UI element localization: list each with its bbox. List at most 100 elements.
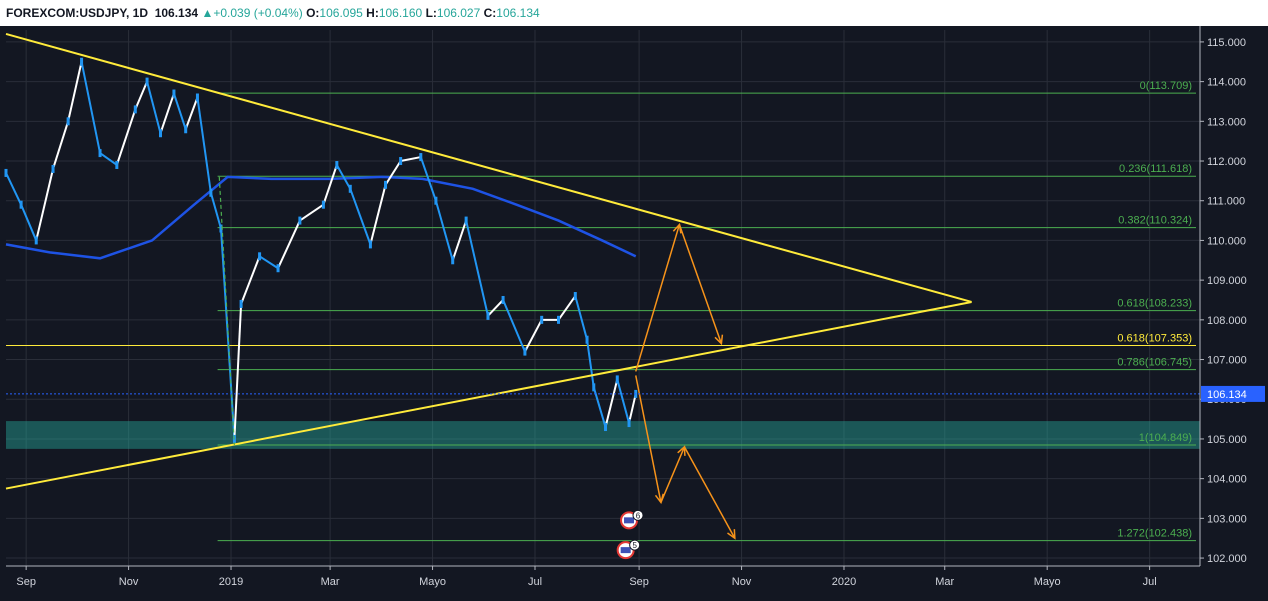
- price-segment: [277, 220, 301, 269]
- event-count: 6: [636, 511, 641, 520]
- price-candle: [4, 168, 8, 177]
- price-candle: [604, 423, 608, 432]
- price-segment: [134, 81, 148, 110]
- close-label: C:: [483, 6, 497, 20]
- support-zone: [6, 421, 1200, 449]
- price-candle: [145, 77, 149, 86]
- price-segment: [419, 156, 437, 202]
- fib-level-label: 0.786(106.745): [1117, 357, 1192, 369]
- price-candle: [321, 200, 325, 209]
- price-candle: [486, 311, 490, 320]
- price-axis[interactable]: [1200, 26, 1268, 601]
- price-candle: [384, 180, 388, 189]
- price-segment: [335, 164, 352, 190]
- fib-level-label: 1.272(102.438): [1117, 528, 1192, 540]
- price-segment: [146, 81, 162, 134]
- price-tick-label: 112.000: [1207, 156, 1246, 168]
- time-tick-label: Sep: [16, 576, 36, 588]
- price-segment: [52, 121, 70, 170]
- low-label: L:: [425, 6, 437, 20]
- price-segment: [299, 203, 324, 222]
- price-candle: [419, 153, 423, 162]
- price-segment: [159, 93, 175, 134]
- price-segment: [209, 192, 222, 229]
- price-candle: [51, 164, 55, 173]
- price-candle: [258, 252, 262, 261]
- fib-level-label: 0.618(108.233): [1117, 298, 1192, 310]
- price-segment: [322, 164, 338, 206]
- price-candle: [335, 160, 339, 169]
- price-segment: [115, 109, 137, 166]
- time-tick-label: Jul: [528, 576, 542, 588]
- price-segment: [524, 319, 543, 353]
- price-segment: [196, 97, 212, 193]
- price-segment: [502, 299, 526, 352]
- time-tick-label: 2019: [219, 576, 243, 588]
- price-candle: [98, 149, 102, 158]
- price-segment: [604, 379, 619, 428]
- time-tick-label: Sep: [629, 576, 649, 588]
- price-candle: [464, 216, 468, 225]
- price-tick-label: 103.000: [1207, 513, 1247, 525]
- price-candle: [368, 240, 372, 249]
- price-candle: [592, 383, 596, 392]
- projection-arrow: [683, 446, 736, 539]
- price-segment: [99, 152, 118, 166]
- price-segment: [20, 204, 38, 241]
- price-tick-label: 113.000: [1207, 116, 1246, 128]
- price-tick-label: 102.000: [1207, 553, 1247, 565]
- price-segment: [35, 168, 54, 241]
- price-candle: [540, 315, 544, 324]
- price-segment: [384, 160, 402, 186]
- current-price-tag: [1201, 385, 1265, 402]
- price-segment: [240, 255, 261, 305]
- price-candle: [184, 125, 188, 134]
- price-tick-label: 110.000: [1207, 235, 1246, 247]
- price-candle: [80, 57, 84, 66]
- current-price-value: 106.134: [1207, 389, 1247, 401]
- fib-level-label: 1(104.849): [1139, 432, 1192, 444]
- price-segment: [586, 339, 595, 388]
- price-tick-label: 109.000: [1207, 275, 1247, 287]
- price-candle: [298, 216, 302, 225]
- fib-level-label: 0.382(110.324): [1118, 215, 1192, 227]
- price-segment: [172, 93, 187, 130]
- time-tick-label: Mar: [935, 576, 954, 588]
- price-segment: [628, 393, 637, 424]
- price-change: +0.039 (+0.04%): [213, 6, 303, 20]
- moving-average-line: [5, 175, 637, 260]
- price-segment: [349, 188, 372, 245]
- price-chart[interactable]: 0(113.709) 0.236(111.618) 0.382(110.324) 0.…: [0, 26, 1268, 601]
- event-count-badge: [632, 509, 644, 521]
- symbol-label[interactable]: FOREXCOM:USDJPY, 1D: [6, 6, 149, 20]
- time-tick-label: Mayo: [1034, 576, 1061, 588]
- time-tick-label: Nov: [732, 576, 752, 588]
- time-tick-label: Mayo: [419, 576, 446, 588]
- price-candle: [434, 196, 438, 205]
- price-candle: [523, 347, 527, 356]
- trendline: [218, 176, 235, 445]
- price-segment: [259, 255, 279, 270]
- price-segment: [369, 184, 387, 245]
- price-candle: [115, 160, 119, 169]
- fib-level-label: 0.236(111.618): [1119, 163, 1192, 175]
- price-candle: [158, 129, 162, 138]
- price-segment: [80, 61, 102, 154]
- price-candle: [195, 93, 199, 102]
- price-candle: [615, 375, 619, 384]
- price-tick-label: 108.000: [1207, 315, 1247, 327]
- fib-level-label: 0(113.709): [1140, 80, 1192, 92]
- arrowhead: [714, 334, 724, 346]
- time-tick-label: Jul: [1143, 576, 1157, 588]
- price-candle: [501, 295, 505, 304]
- flag-icon: [620, 547, 631, 554]
- price-tick-label: 111.000: [1207, 196, 1245, 208]
- price-candle: [172, 89, 176, 98]
- projection-arrow: [660, 446, 686, 503]
- flag-icon: [624, 517, 635, 524]
- price-segment: [434, 200, 454, 261]
- chart-background: [0, 26, 1268, 601]
- price-candle: [276, 264, 280, 273]
- fib-level-label: 0.618(107.353): [1117, 333, 1192, 345]
- price-candle: [627, 419, 631, 428]
